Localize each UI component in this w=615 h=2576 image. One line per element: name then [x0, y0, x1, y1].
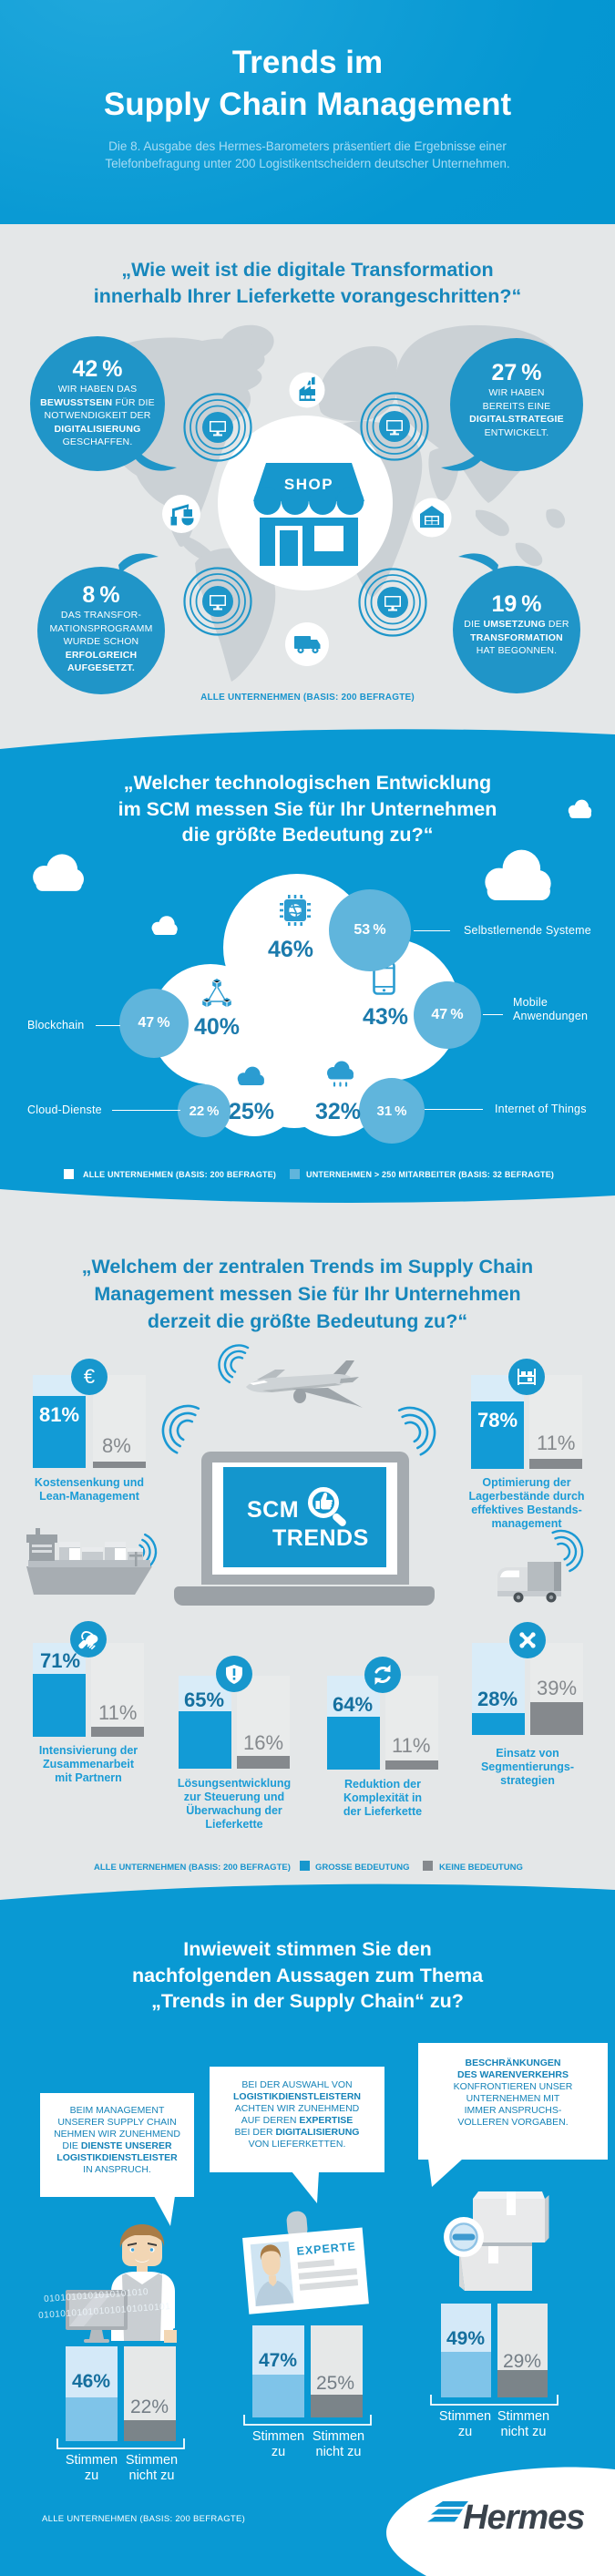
svg-text:EXPERTE: EXPERTE [296, 2240, 356, 2258]
svg-text:€: € [84, 1365, 95, 1388]
svg-text:Hermes: Hermes [463, 2499, 584, 2537]
svg-text:SHOP: SHOP [284, 476, 333, 493]
